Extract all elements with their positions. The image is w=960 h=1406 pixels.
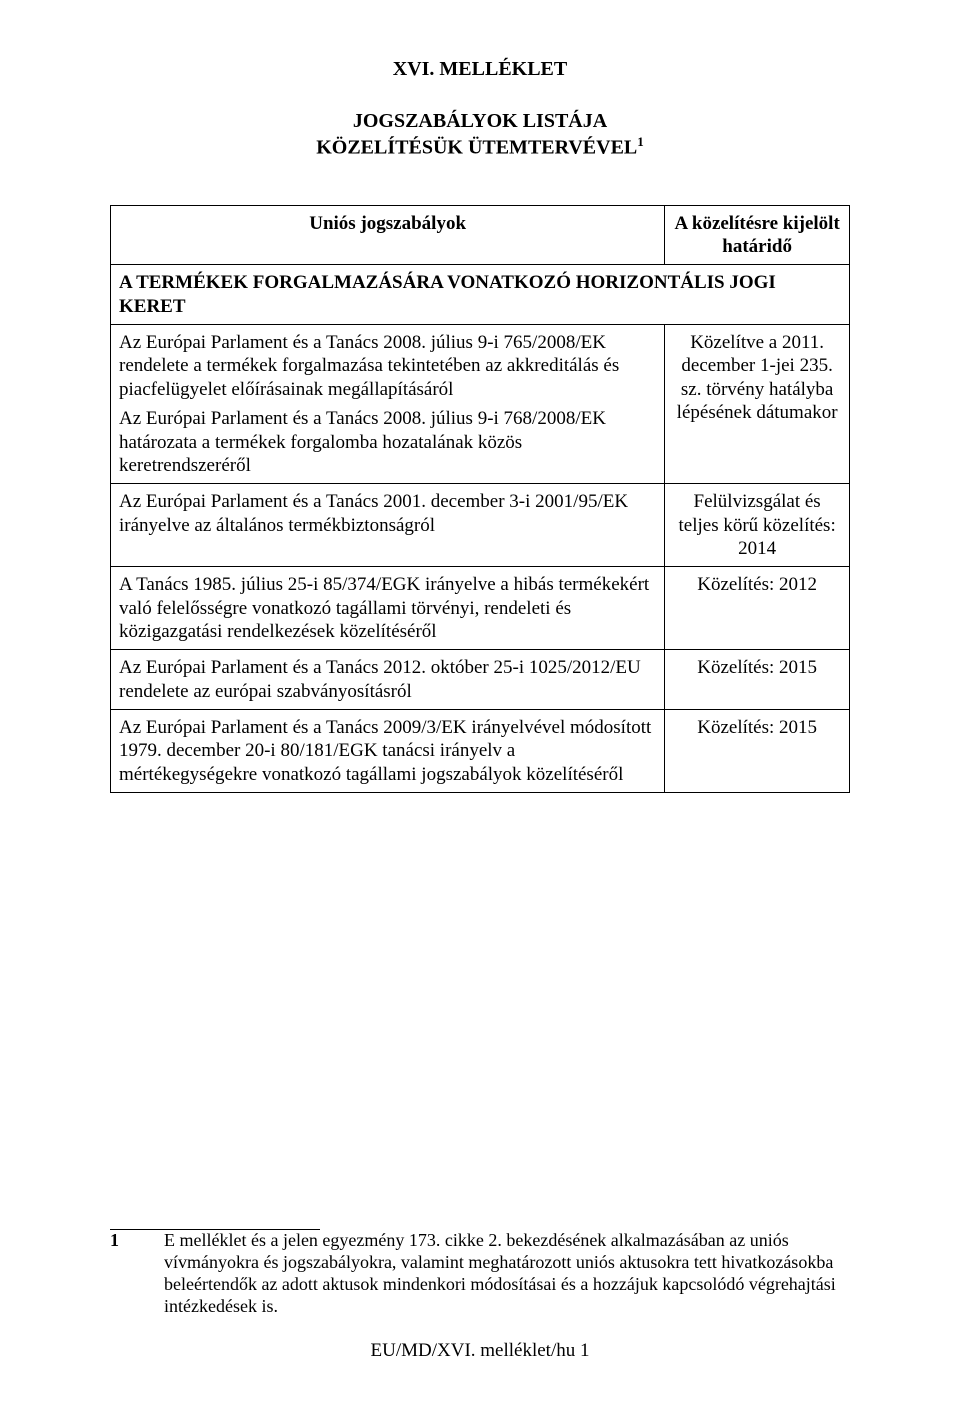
table-cell-right: Közelítés: 2015 (665, 710, 850, 793)
table-cell-right: Közelítés: 2012 (665, 567, 850, 650)
table-cell-left: A Tanács 1985. július 25-i 85/374/EGK ir… (111, 567, 665, 650)
subtitle-footnote-marker: 1 (637, 134, 644, 149)
table-cell-left: Az Európai Parlament és a Tanács 2008. j… (111, 325, 665, 484)
table-header-left: Uniós jogszabályok (111, 205, 665, 265)
page-number: EU/MD/XVI. melléklet/hu 1 (0, 1340, 960, 1362)
section-row: A TERMÉKEK FORGALMAZÁSÁRA VONATKOZÓ HORI… (111, 265, 850, 325)
document-page: XVI. MELLÉKLET JOGSZABÁLYOK LISTÁJA KÖZE… (0, 0, 960, 1406)
document-subtitle: JOGSZABÁLYOK LISTÁJA KÖZELÍTÉSÜK ÜTEMTER… (110, 109, 850, 161)
table-cell-right: Közelítés: 2015 (665, 650, 850, 710)
table-cell-left: Az Európai Parlament és a Tanács 2012. o… (111, 650, 665, 710)
table-header-right: A közelítésre kijelölt határidő (665, 205, 850, 265)
legislation-table: Uniós jogszabályokA közelítésre kijelölt… (110, 205, 850, 794)
table-cell-left: Az Európai Parlament és a Tanács 2001. d… (111, 484, 665, 567)
footnote-text: E melléklet és a jelen egyezmény 173. ci… (164, 1230, 850, 1318)
footnote-area: 1 E melléklet és a jelen egyezmény 173. … (110, 1229, 850, 1318)
document-title: XVI. MELLÉKLET (110, 58, 850, 81)
table-cell-right: Felülvizsgálat és teljes körű közelítés:… (665, 484, 850, 567)
table-cell-right: Közelítve a 2011. december 1-jei 235. sz… (665, 325, 850, 484)
table-cell-left: Az Európai Parlament és a Tanács 2009/3/… (111, 710, 665, 793)
subtitle-line-2: KÖZELÍTÉSÜK ÜTEMTERVÉVEL (316, 137, 637, 159)
footnote-marker: 1 (110, 1230, 164, 1318)
subtitle-line-1: JOGSZABÁLYOK LISTÁJA (353, 110, 607, 132)
footnote: 1 E melléklet és a jelen egyezmény 173. … (110, 1230, 850, 1318)
